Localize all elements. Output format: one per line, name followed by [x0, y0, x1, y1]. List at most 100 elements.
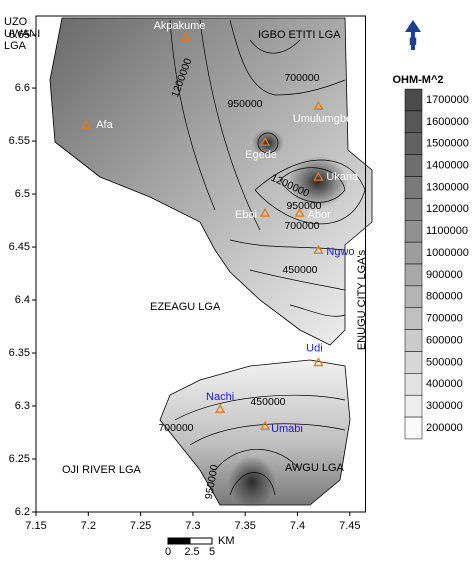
x-tick-label: 7.2 — [81, 520, 96, 532]
legend-label: 1000000 — [426, 247, 469, 259]
plot-frame — [35, 15, 366, 513]
x-tick-label: 7.3 — [185, 520, 200, 532]
place-marker — [259, 420, 271, 430]
region-label: OJI RIVER LGA — [62, 464, 142, 476]
place-label: Ukana — [326, 171, 359, 183]
legend-label: 1400000 — [426, 160, 469, 172]
region-label: UZO — [4, 16, 28, 28]
legend-swatch — [404, 416, 423, 440]
region-label: AWGU LGA — [285, 462, 345, 474]
scale-label: 5 — [209, 546, 215, 558]
legend-label: 500000 — [426, 356, 463, 368]
y-tick-label: 6.35 — [9, 347, 30, 359]
place-marker — [214, 403, 226, 413]
legend-label: 400000 — [426, 378, 463, 390]
y-tick-label: 6.25 — [9, 453, 30, 465]
y-tick-label: 6.45 — [9, 241, 30, 253]
y-tick-label: 6.3 — [15, 400, 30, 412]
place-marker — [180, 31, 191, 41]
place-label: Nachi — [206, 391, 234, 403]
contour-label: 700000 — [284, 220, 319, 232]
legend-label: 900000 — [426, 269, 463, 281]
legend-swatch — [404, 285, 423, 308]
legend-label: 800000 — [426, 291, 463, 303]
place-label: Umulumgbe — [293, 113, 352, 125]
legend-swatch — [404, 220, 423, 243]
place-label: Akpakume — [154, 20, 206, 32]
legend-label: 600000 — [426, 334, 463, 346]
contour-label: 950000 — [286, 200, 321, 212]
high-spot — [228, 456, 276, 508]
legend-label: 300000 — [426, 400, 463, 412]
region-label: EZEAGU LGA — [150, 301, 221, 313]
legend-swatch — [404, 241, 423, 265]
legend-label: 700000 — [426, 313, 463, 325]
legend-label: 1600000 — [426, 116, 469, 128]
legend-swatch — [404, 110, 423, 134]
scale-unit: KM — [218, 535, 235, 547]
region-label: UWANI — [4, 28, 40, 40]
legend-swatch — [404, 351, 423, 374]
x-tick-label: 7.25 — [130, 520, 151, 532]
legend-swatch — [404, 132, 423, 155]
place-label: Umabi — [271, 423, 303, 435]
place-label: Egede — [245, 149, 277, 161]
y-tick-label: 6.55 — [9, 135, 30, 147]
contour-label: 700000 — [284, 72, 319, 84]
legend-swatch — [404, 176, 423, 199]
lower-area — [159, 359, 351, 506]
place-label: Abor — [308, 209, 332, 221]
legend-swatch — [404, 154, 423, 177]
x-tick-label: 7.15 — [25, 520, 46, 532]
legend-swatch — [404, 263, 423, 287]
legend-swatch — [404, 373, 423, 396]
y-tick-label: 6.5 — [15, 188, 30, 200]
contour-label: 450000 — [282, 264, 317, 276]
scale-label: 2.5 — [184, 546, 199, 558]
y-tick-label: 6.4 — [15, 294, 30, 306]
scale-label: 0 — [165, 546, 171, 558]
y-tick-label: 6.2 — [15, 506, 30, 518]
contour-label: 700000 — [158, 422, 193, 434]
legend-swatch — [404, 329, 423, 352]
place-marker — [313, 100, 324, 110]
region-label: ENUGU CITY LGA's — [356, 249, 368, 350]
place-label: Udi — [306, 342, 323, 354]
place-label: Afa — [96, 119, 113, 131]
x-tick-label: 7.4 — [290, 520, 305, 532]
legend-swatch — [404, 307, 423, 330]
place-marker — [313, 171, 324, 181]
contour-label: 450000 — [250, 396, 285, 408]
north-label: N — [409, 36, 417, 48]
y-tick-label: 6.65 — [9, 29, 30, 41]
place-marker — [81, 119, 92, 129]
legend-label: 1200000 — [426, 203, 469, 215]
legend-label: 1300000 — [426, 181, 469, 193]
legend-label: 1700000 — [426, 94, 469, 106]
place-marker — [313, 357, 324, 367]
north-arrow — [405, 20, 421, 50]
legend-swatch — [404, 88, 423, 112]
y-tick-label: 6.6 — [15, 82, 30, 94]
contour-label: 950000 — [227, 98, 262, 110]
legend-swatch — [404, 198, 423, 221]
place-marker — [259, 207, 271, 217]
region-label: LGA — [4, 40, 27, 52]
legend-label: 1500000 — [426, 138, 469, 150]
legend-label: 1100000 — [426, 225, 468, 237]
legend-label: 200000 — [426, 422, 463, 434]
scale-bar — [167, 537, 213, 545]
place-label: Eboi — [235, 209, 257, 221]
x-tick-label: 7.35 — [234, 520, 255, 532]
place-marker — [259, 136, 271, 146]
place-marker — [313, 244, 324, 254]
upper-area — [49, 17, 373, 346]
place-label: Ngwo — [326, 246, 354, 258]
region-label: IGBO ETITI LGA — [258, 29, 341, 41]
place-marker — [294, 207, 305, 217]
legend-title: OHM-M^2 — [392, 74, 443, 86]
legend-swatch — [404, 394, 423, 418]
x-tick-label: 7.45 — [339, 520, 360, 532]
